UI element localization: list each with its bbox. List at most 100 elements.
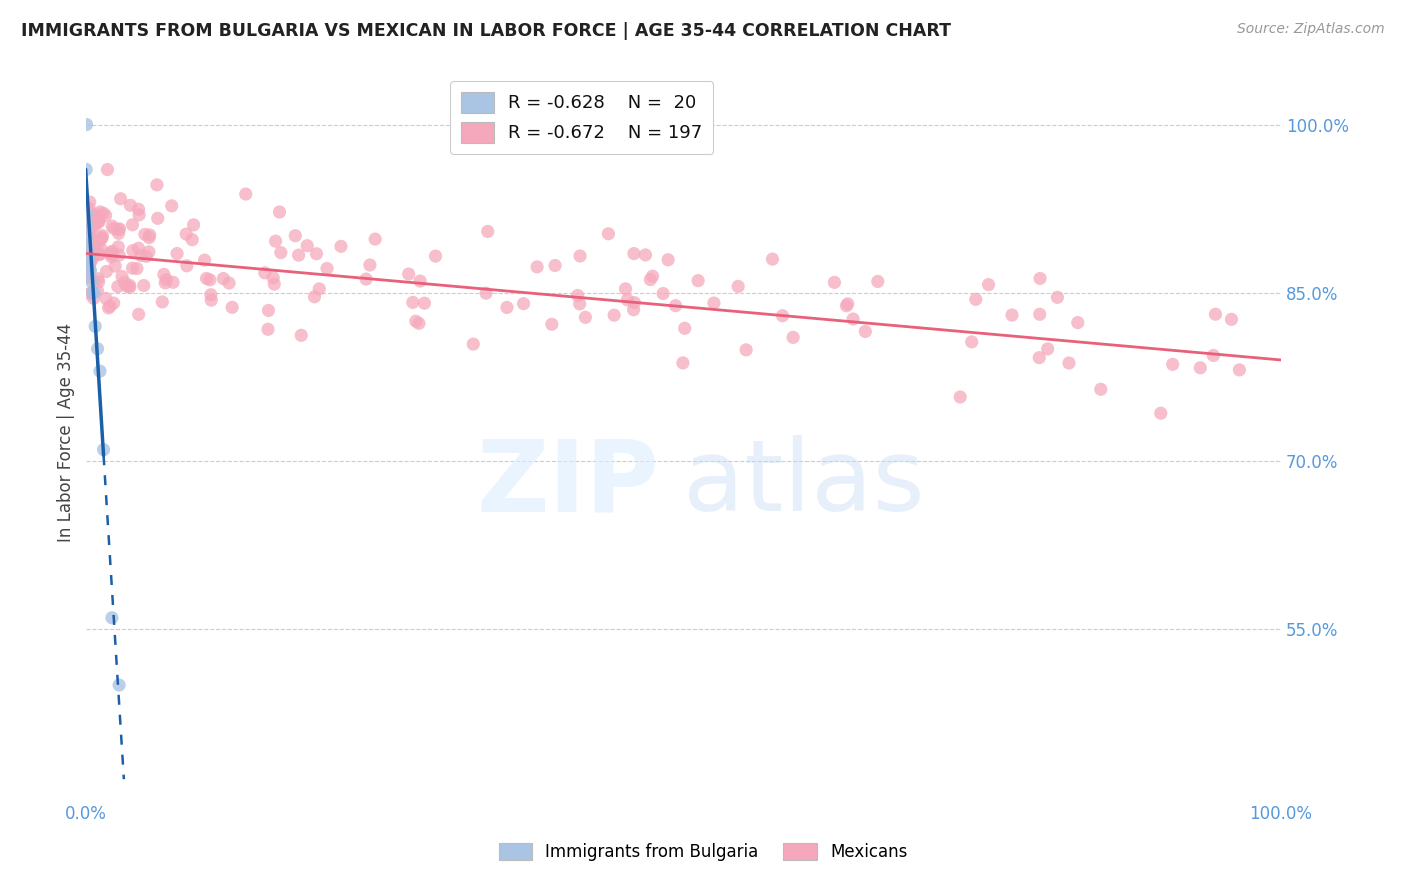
Text: Source: ZipAtlas.com: Source: ZipAtlas.com — [1237, 22, 1385, 37]
Point — [82, 218, 104, 232]
Point — [77, 252, 100, 266]
Point — [1028, 351, 1050, 365]
Point — [262, 270, 284, 285]
Point — [82, 213, 104, 227]
Point — [837, 297, 859, 311]
Point — [87, 215, 110, 229]
Point — [90, 243, 112, 257]
Point — [80, 242, 103, 256]
Point — [603, 308, 626, 322]
Point — [1189, 360, 1212, 375]
Point — [641, 269, 664, 284]
Point — [125, 261, 148, 276]
Point — [688, 274, 710, 288]
Point — [111, 269, 134, 284]
Point — [87, 247, 110, 261]
Point — [89, 364, 111, 378]
Point — [82, 285, 104, 300]
Point — [257, 303, 280, 318]
Point — [512, 296, 534, 310]
Point — [408, 316, 430, 330]
Point — [77, 251, 100, 265]
Point — [174, 227, 197, 241]
Point — [80, 242, 103, 256]
Point — [200, 287, 222, 301]
Point — [82, 252, 104, 266]
Legend: Immigrants from Bulgaria, Mexicans: Immigrants from Bulgaria, Mexicans — [492, 836, 914, 868]
Point — [94, 291, 117, 305]
Point — [101, 219, 124, 234]
Point — [866, 275, 889, 289]
Point — [200, 293, 222, 307]
Point — [89, 247, 111, 261]
Point — [79, 258, 101, 272]
Point — [80, 254, 103, 268]
Point — [87, 214, 110, 228]
Point — [853, 325, 876, 339]
Point — [138, 244, 160, 259]
Point — [316, 261, 339, 276]
Point — [121, 261, 143, 276]
Point — [80, 285, 103, 300]
Point — [652, 286, 675, 301]
Point — [1067, 316, 1090, 330]
Point — [1227, 363, 1250, 377]
Point — [76, 207, 98, 221]
Point — [477, 224, 499, 238]
Point — [138, 230, 160, 244]
Point — [79, 225, 101, 239]
Point — [284, 228, 307, 243]
Point — [409, 274, 432, 288]
Point — [155, 272, 177, 286]
Point — [86, 284, 108, 298]
Point — [198, 273, 221, 287]
Point — [115, 279, 138, 293]
Point — [87, 272, 110, 286]
Point — [221, 301, 243, 315]
Point — [623, 302, 645, 317]
Point — [1046, 290, 1069, 304]
Point — [703, 296, 725, 310]
Point — [100, 250, 122, 264]
Point — [960, 334, 983, 349]
Point — [77, 248, 100, 262]
Point — [146, 178, 169, 192]
Point — [82, 234, 104, 248]
Point — [96, 264, 118, 278]
Point — [94, 209, 117, 223]
Point — [664, 299, 686, 313]
Point — [212, 271, 235, 285]
Point — [79, 271, 101, 285]
Point — [77, 202, 100, 216]
Point — [544, 259, 567, 273]
Point — [1220, 312, 1243, 326]
Point — [77, 252, 100, 266]
Point — [162, 275, 184, 289]
Point — [640, 272, 662, 286]
Point — [86, 240, 108, 254]
Point — [359, 258, 381, 272]
Point — [132, 278, 155, 293]
Point — [128, 307, 150, 321]
Point — [135, 249, 157, 263]
Point — [83, 207, 105, 221]
Point — [107, 240, 129, 254]
Point — [91, 228, 114, 243]
Point — [83, 285, 105, 300]
Point — [269, 205, 291, 219]
Point — [103, 221, 125, 235]
Point — [949, 390, 972, 404]
Point — [121, 218, 143, 232]
Point — [108, 678, 131, 692]
Point — [413, 296, 436, 310]
Point — [270, 245, 292, 260]
Point — [496, 301, 519, 315]
Point — [475, 286, 498, 301]
Point — [79, 263, 101, 277]
Point — [89, 234, 111, 248]
Point — [842, 312, 865, 326]
Point — [77, 246, 100, 260]
Point — [87, 275, 110, 289]
Y-axis label: In Labor Force | Age 35-44: In Labor Force | Age 35-44 — [58, 323, 75, 542]
Point — [84, 319, 107, 334]
